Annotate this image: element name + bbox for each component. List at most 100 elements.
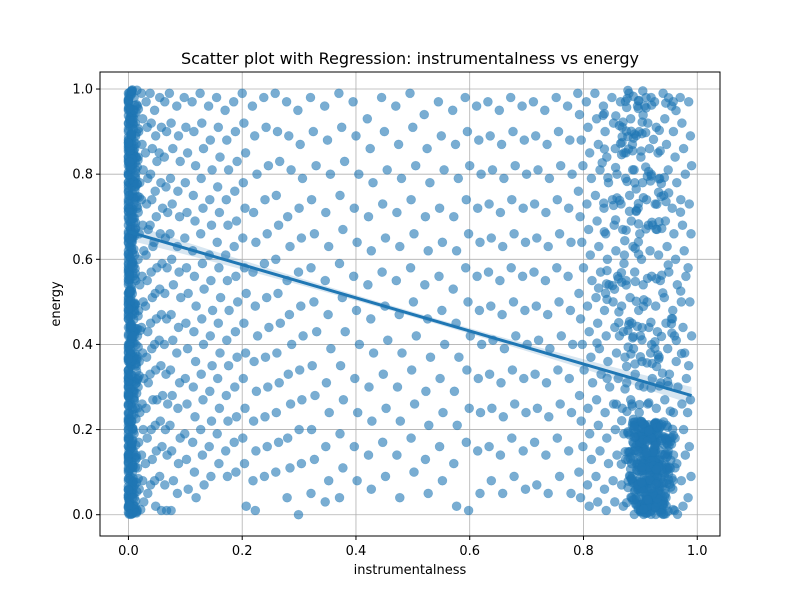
data-point bbox=[449, 386, 460, 397]
data-point bbox=[675, 207, 686, 217]
data-point bbox=[543, 241, 554, 252]
data-point bbox=[238, 433, 248, 443]
data-point bbox=[248, 207, 259, 218]
data-point bbox=[297, 394, 307, 405]
data-point bbox=[686, 229, 696, 239]
data-point bbox=[275, 318, 286, 329]
data-point bbox=[683, 492, 693, 503]
data-point bbox=[123, 485, 134, 495]
data-point bbox=[626, 473, 637, 484]
data-point bbox=[584, 326, 595, 337]
data-point bbox=[634, 399, 645, 410]
data-point bbox=[207, 305, 218, 316]
data-point bbox=[603, 172, 613, 183]
data-point bbox=[450, 139, 461, 150]
data-point bbox=[555, 160, 566, 171]
data-point bbox=[190, 216, 200, 226]
data-point bbox=[223, 165, 234, 175]
data-point bbox=[213, 122, 224, 133]
data-point bbox=[602, 265, 612, 276]
y-tick-label: 0.2 bbox=[72, 423, 93, 438]
data-point bbox=[133, 104, 144, 114]
data-point bbox=[231, 467, 241, 477]
data-point bbox=[273, 288, 283, 299]
data-point bbox=[214, 403, 225, 414]
data-point bbox=[643, 426, 654, 436]
x-tick-label: 0.6 bbox=[459, 544, 480, 559]
data-point bbox=[567, 169, 577, 179]
data-point bbox=[667, 305, 678, 316]
data-point bbox=[162, 207, 173, 218]
data-point bbox=[205, 194, 215, 205]
data-point bbox=[363, 211, 374, 222]
data-point bbox=[392, 207, 402, 218]
data-point bbox=[509, 399, 520, 409]
data-point bbox=[141, 250, 151, 260]
data-point bbox=[123, 428, 134, 439]
data-point bbox=[132, 179, 142, 189]
data-point bbox=[187, 437, 198, 448]
data-point bbox=[310, 390, 320, 401]
data-point bbox=[603, 458, 614, 469]
data-point bbox=[141, 97, 151, 107]
data-point bbox=[584, 501, 595, 512]
data-point bbox=[222, 135, 232, 145]
data-point bbox=[509, 229, 519, 239]
data-point bbox=[665, 455, 676, 466]
data-point bbox=[628, 91, 639, 102]
data-point bbox=[168, 143, 178, 154]
data-point bbox=[293, 267, 304, 277]
data-point bbox=[162, 262, 172, 273]
data-point bbox=[587, 377, 598, 388]
data-point bbox=[518, 373, 529, 384]
data-point bbox=[637, 86, 648, 96]
data-point bbox=[382, 165, 393, 175]
data-point bbox=[296, 233, 307, 243]
data-point bbox=[625, 114, 636, 124]
data-point bbox=[297, 173, 308, 184]
data-point bbox=[405, 262, 416, 273]
data-point bbox=[282, 433, 293, 443]
data-point bbox=[651, 361, 662, 372]
data-point bbox=[189, 271, 200, 282]
data-point bbox=[183, 484, 193, 495]
data-point bbox=[187, 97, 197, 107]
data-point bbox=[196, 173, 206, 184]
data-point bbox=[351, 131, 361, 141]
data-point bbox=[669, 229, 679, 239]
data-point bbox=[616, 149, 627, 160]
data-point bbox=[637, 462, 647, 473]
data-point bbox=[498, 411, 509, 422]
data-point bbox=[128, 116, 138, 126]
data-point bbox=[599, 305, 610, 316]
data-point bbox=[352, 237, 362, 248]
data-point bbox=[453, 173, 464, 184]
data-point bbox=[205, 386, 215, 397]
data-point bbox=[199, 480, 209, 490]
data-point bbox=[653, 250, 664, 260]
data-point bbox=[173, 322, 184, 333]
data-point bbox=[294, 365, 305, 375]
data-point bbox=[506, 433, 517, 443]
data-point bbox=[521, 169, 532, 179]
data-point bbox=[391, 275, 402, 286]
data-point bbox=[607, 92, 617, 103]
data-point bbox=[249, 131, 260, 141]
data-point bbox=[409, 467, 419, 477]
data-point bbox=[394, 492, 405, 503]
data-point bbox=[497, 488, 508, 499]
data-point bbox=[207, 360, 217, 371]
data-point bbox=[128, 331, 138, 341]
data-point bbox=[533, 165, 543, 175]
data-point bbox=[473, 135, 484, 145]
data-point bbox=[126, 86, 136, 96]
data-point bbox=[542, 309, 553, 320]
data-point bbox=[619, 258, 629, 269]
data-point bbox=[425, 352, 436, 363]
data-point bbox=[667, 203, 678, 213]
data-point bbox=[335, 428, 345, 439]
data-point bbox=[678, 501, 688, 512]
data-point bbox=[195, 229, 206, 239]
data-point bbox=[306, 488, 316, 499]
data-point bbox=[683, 97, 694, 107]
